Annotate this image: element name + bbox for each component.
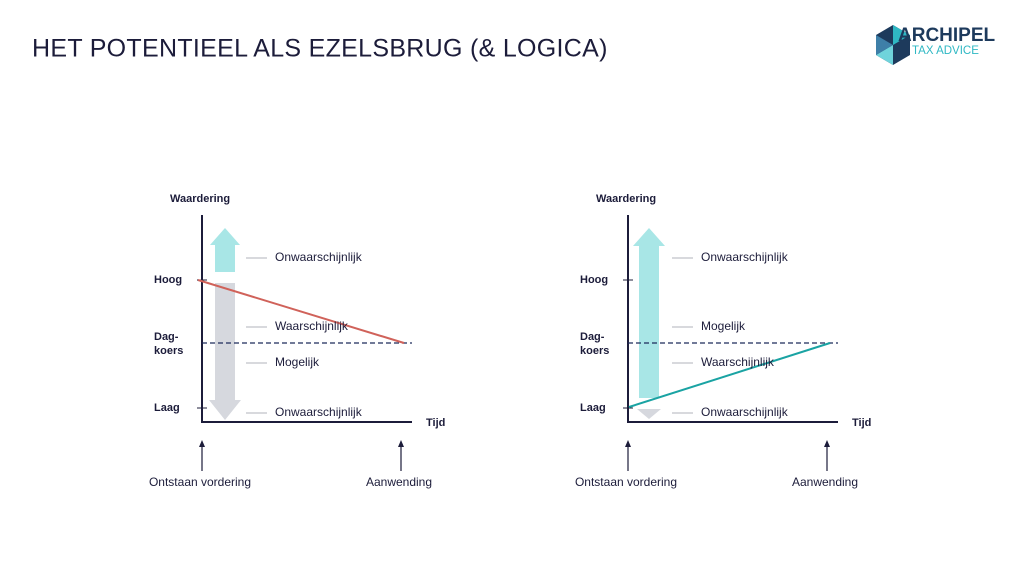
slide-title: HET POTENTIEEL ALS EZELSBRUG (& LOGICA) — [32, 35, 608, 63]
event-label: Ontstaan vordering — [575, 475, 677, 489]
y-axis-label: Waardering — [596, 193, 656, 205]
zone-label: Mogelijk — [275, 355, 320, 369]
event-label: Aanwending — [792, 475, 858, 489]
logo-name: ARCHIPEL — [898, 25, 996, 46]
zone-label: Onwaarschijnlijk — [701, 250, 789, 264]
x-axis-label: Tijd — [426, 417, 445, 429]
logo-facet — [876, 45, 893, 65]
zone-label: Onwaarschijnlijk — [275, 250, 363, 264]
logo: ARCHIPEL TAX ADVICE — [876, 25, 996, 65]
event-arrowhead — [199, 440, 205, 447]
level-label: Dag- — [154, 331, 179, 343]
up-arrow — [210, 228, 240, 245]
logo-tagline: TAX ADVICE — [912, 45, 979, 57]
zone-label: Onwaarschijnlijk — [275, 405, 363, 419]
level-label: koers — [154, 345, 183, 357]
level-label: Hoog — [580, 274, 608, 286]
event-label: Aanwending — [366, 475, 432, 489]
down-arrow — [215, 283, 235, 400]
event-label: Ontstaan vordering — [149, 475, 251, 489]
value-trend — [628, 342, 831, 408]
down-arrow — [209, 400, 241, 420]
value-trend — [197, 279, 405, 344]
event-arrowhead — [625, 440, 631, 447]
y-axis-label: Waardering — [170, 193, 230, 205]
logo-facet — [893, 25, 910, 45]
logo-facet — [876, 35, 893, 55]
event-arrowhead — [398, 440, 404, 447]
zone-label: Waarschijnlijk — [701, 355, 775, 369]
event-arrowhead — [824, 440, 830, 447]
level-label: Hoog — [154, 274, 182, 286]
zone-label: Onwaarschijnlijk — [701, 405, 789, 419]
zone-label: Mogelijk — [701, 319, 746, 333]
level-label: Laag — [154, 402, 180, 414]
level-label: Laag — [580, 402, 606, 414]
up-arrow — [639, 246, 659, 398]
up-arrow — [633, 228, 665, 246]
down-arrow — [637, 409, 661, 419]
zone-label: Waarschijnlijk — [275, 319, 349, 333]
up-arrow — [215, 245, 235, 272]
level-label: Dag- — [580, 331, 605, 343]
x-axis-label: Tijd — [852, 417, 871, 429]
level-label: koers — [580, 345, 609, 357]
